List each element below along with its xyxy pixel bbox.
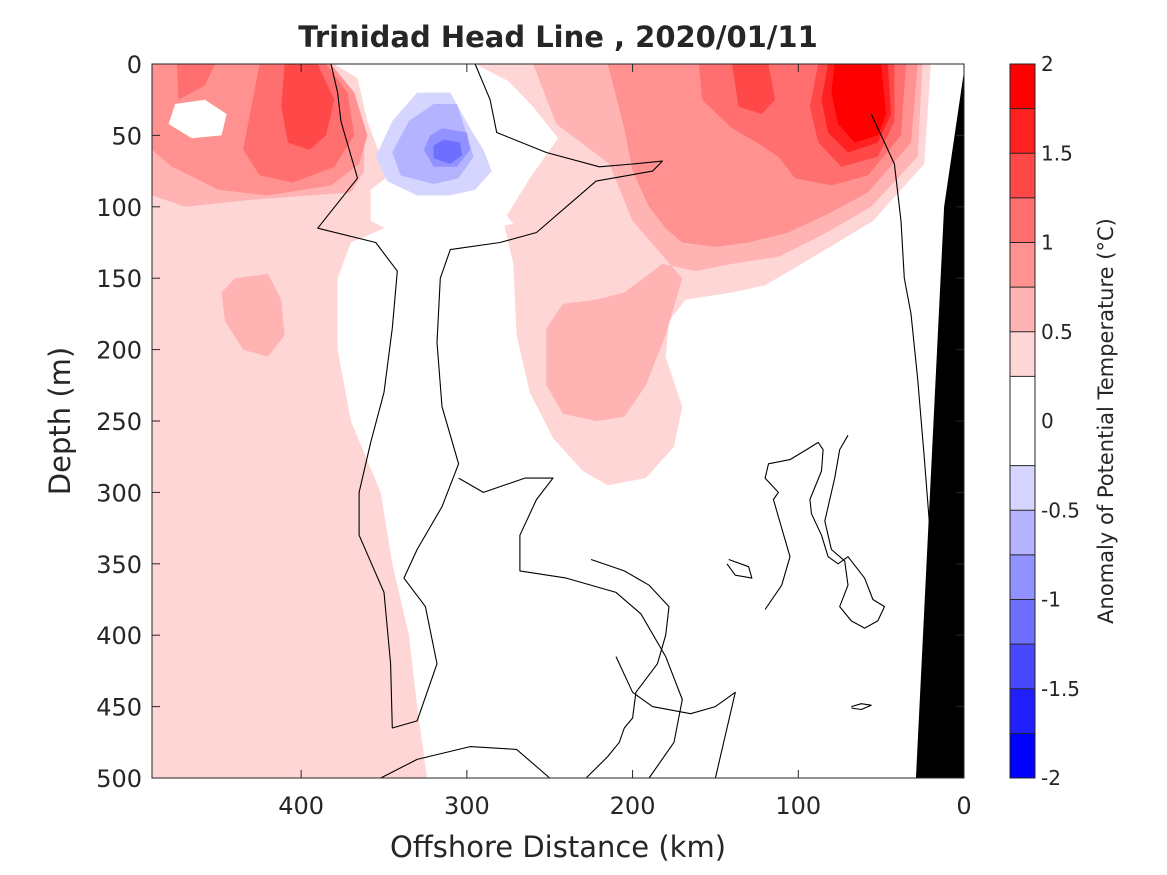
- y-tick-label: 0: [127, 51, 142, 79]
- colorbar-tick-label: 1.5: [1041, 141, 1073, 165]
- zero-contour-1: [380, 746, 551, 779]
- colorbar-band: [1010, 376, 1035, 466]
- y-tick-label: 350: [96, 551, 142, 579]
- anomaly-region-warm-0: [152, 64, 428, 778]
- colorbar: 2 1.5 1 0.5 0 -0.5 -1 -1.5 -2: [1009, 52, 1080, 790]
- y-tick-label: 300: [96, 479, 142, 507]
- colorbar-tick-label: 0: [1041, 409, 1054, 433]
- zero-contour-0: [317, 63, 663, 729]
- anomaly-region-cool-16: [350, 64, 514, 503]
- y-tick-label: 100: [96, 194, 142, 222]
- colorbar-band: [1010, 465, 1035, 511]
- anomaly-region-warm-7: [176, 64, 215, 100]
- colorbar-band: [1010, 197, 1035, 243]
- y-tick-label: 50: [111, 122, 142, 150]
- y-tick-label: 400: [96, 622, 142, 650]
- colorbar-band: [1010, 64, 1035, 109]
- colorbar-frame: [1009, 63, 1036, 779]
- y-tick-label: 500: [96, 765, 142, 793]
- zero-contour-3: [585, 558, 670, 779]
- colorbar-band: [1010, 644, 1035, 689]
- colorbar-band: [1010, 688, 1035, 734]
- colorbar-tick-label: 1: [1041, 231, 1054, 255]
- colorbar-tick-label: 2: [1041, 52, 1054, 76]
- y-axis: 0 50 100 150 200 250 300 350 400 450 500: [96, 51, 964, 793]
- colorbar-tick-label: -1.5: [1041, 677, 1080, 701]
- colorbar-tick-label: -1: [1041, 588, 1061, 612]
- y-axis-label: Depth (m): [43, 347, 77, 495]
- colorbar-label: Anomaly of Potential Temperature (°C): [1094, 218, 1118, 624]
- colorbar-band: [1010, 287, 1035, 332]
- seafloor-wedge: [915, 71, 964, 778]
- y-tick-label: 250: [96, 408, 142, 436]
- x-tick-label: 100: [775, 792, 821, 820]
- colorbar-band: [1010, 242, 1035, 288]
- colorbar-tick-label: -2: [1041, 766, 1061, 790]
- x-tick-label: 400: [278, 792, 324, 820]
- anomaly-region-warm-10: [281, 64, 335, 150]
- x-axis: 400 300 200 100 0: [278, 64, 972, 820]
- x-tick-label: 300: [444, 792, 490, 820]
- zero-contour-7: [726, 558, 753, 579]
- anomaly-region-neutral-15: [168, 99, 227, 139]
- x-axis-label: Offshore Distance (km): [390, 830, 726, 864]
- anomaly-region-cool-21: [433, 139, 462, 164]
- zero-contour-6: [764, 435, 886, 629]
- zero-contour-2: [458, 477, 683, 779]
- colorbar-band: [1010, 331, 1035, 377]
- colorbar-band: [1010, 599, 1035, 645]
- seafloor-mask: [915, 71, 964, 778]
- chart-title: Trinidad Head Line , 2020/01/11: [298, 20, 818, 54]
- zero-contour-4: [615, 656, 736, 779]
- colorbar-band: [1010, 153, 1035, 198]
- anomaly-region-warm-4: [221, 273, 285, 357]
- y-tick-label: 200: [96, 337, 142, 365]
- x-tick-label: 200: [610, 792, 656, 820]
- x-tick-label: 0: [956, 792, 971, 820]
- zero-contour-8: [851, 703, 872, 711]
- anomaly-region-warm-14: [831, 64, 887, 143]
- colorbar-band: [1010, 554, 1035, 600]
- y-tick-label: 150: [96, 265, 142, 293]
- y-tick-label: 450: [96, 694, 142, 722]
- colorbar-band: [1010, 510, 1035, 555]
- plot-area: [152, 64, 964, 778]
- colorbar-band: [1010, 733, 1035, 778]
- colorbar-tick-label: -0.5: [1041, 498, 1080, 522]
- colorbar-tick-label: 0.5: [1041, 320, 1073, 344]
- colorbar-band: [1010, 108, 1035, 154]
- anomaly-region-warm-11: [732, 64, 776, 114]
